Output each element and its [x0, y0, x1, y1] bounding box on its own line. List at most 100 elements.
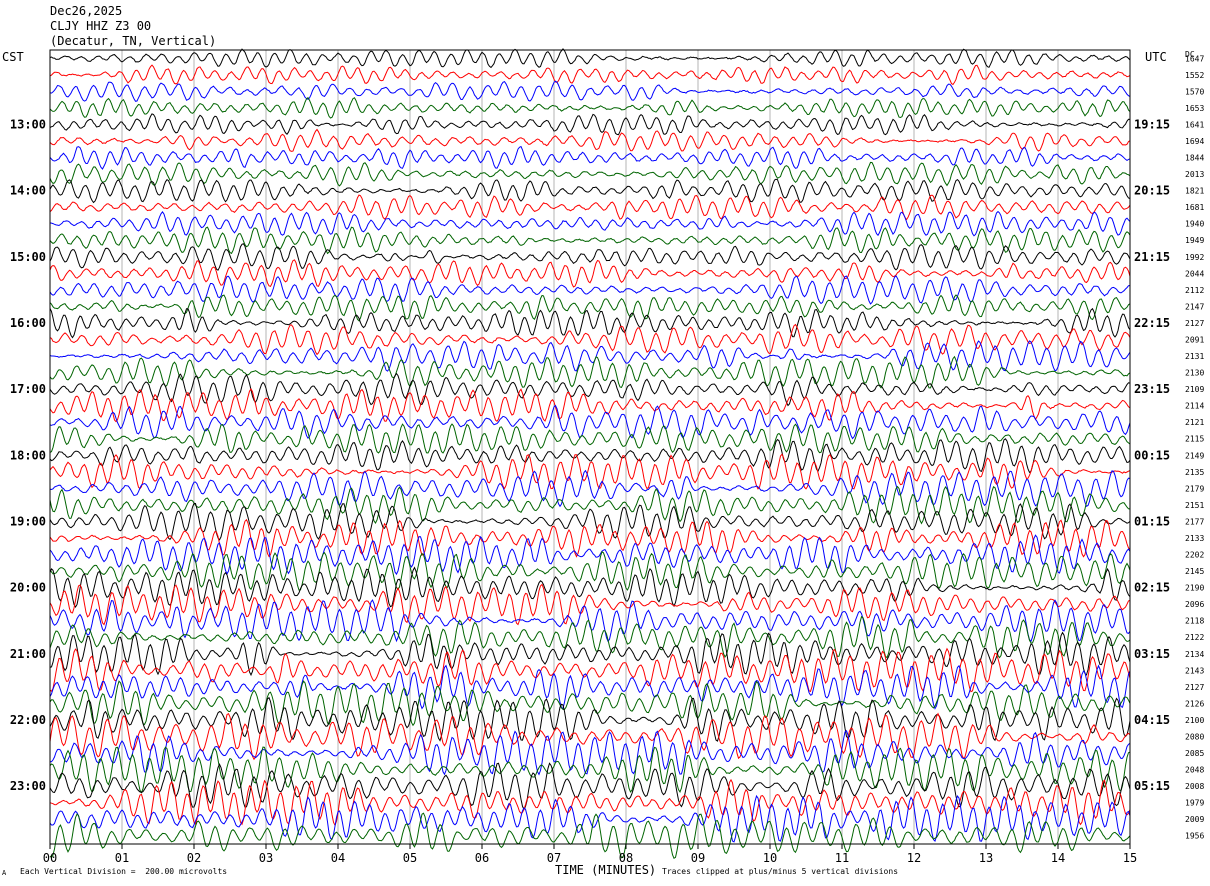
trace-row-45	[49, 778, 1131, 827]
dc-offset-label: 1821	[1185, 187, 1204, 196]
dc-offset-label: 1641	[1185, 120, 1204, 129]
x-tick-label: 00	[43, 851, 57, 865]
trace-row-7	[49, 161, 1131, 187]
cst-hour-label: 13:00	[10, 117, 46, 131]
header-date: Dec26,2025	[50, 4, 123, 18]
plot-frame	[49, 49, 1131, 845]
dc-offset-label: 2085	[1185, 749, 1204, 758]
trace-row-37	[49, 647, 1131, 693]
cst-hour-label: 19:00	[10, 514, 46, 528]
dc-offset-label: 1653	[1185, 104, 1204, 113]
trace-row-27	[49, 485, 1131, 525]
x-tick-label: 04	[331, 851, 345, 865]
trace-row-17	[49, 323, 1131, 356]
trace-row-41	[49, 712, 1131, 761]
cst-hour-label: 21:00	[10, 647, 46, 661]
dc-offset-label: 2127	[1185, 683, 1204, 692]
x-tick-label: 08	[619, 851, 633, 865]
trace-row-40	[49, 696, 1131, 742]
trace-row-19	[49, 355, 1131, 389]
utc-hour-label: 01:15	[1134, 514, 1170, 528]
trace-row-21	[49, 388, 1131, 423]
x-tick-label: 13	[979, 851, 993, 865]
trace-row-23	[49, 423, 1131, 454]
seismic-traces	[49, 48, 1131, 860]
x-tick-label: 03	[259, 851, 273, 865]
trace-row-5	[49, 128, 1131, 152]
x-tick-label: 05	[403, 851, 417, 865]
dc-offset-label: 1681	[1185, 203, 1204, 212]
trace-row-39	[49, 680, 1131, 727]
trace-row-44	[49, 762, 1131, 811]
dc-offset-label: 2048	[1185, 766, 1204, 775]
dc-offset-label: 1647	[1185, 54, 1204, 63]
x-tick-label: 10	[763, 851, 777, 865]
dc-offset-label: 2147	[1185, 302, 1204, 311]
header-station: CLJY HHZ Z3 00	[50, 19, 152, 33]
dc-offset-label: 1949	[1185, 236, 1204, 245]
trace-row-32	[49, 566, 1131, 608]
trace-row-28	[49, 502, 1131, 541]
dc-offset-label: 2118	[1185, 617, 1204, 626]
trace-row-2	[49, 80, 1131, 102]
trace-row-26	[49, 469, 1131, 508]
cst-label: CST	[2, 50, 24, 64]
dc-offset-label: 1570	[1185, 87, 1204, 96]
x-tick-label: 12	[907, 851, 921, 865]
cst-hour-label: 14:00	[10, 184, 46, 198]
trace-row-36	[49, 631, 1131, 677]
trace-row-9	[49, 194, 1131, 221]
cst-hour-label: 20:00	[10, 581, 46, 595]
dc-offset-label: 1694	[1185, 137, 1204, 146]
trace-row-11	[49, 226, 1131, 255]
cst-hour-label: 18:00	[10, 448, 46, 462]
dc-offset-label: 2135	[1185, 468, 1204, 477]
trace-row-42	[50, 730, 1131, 776]
utc-hour-label: 19:15	[1134, 117, 1170, 131]
trace-row-8	[49, 178, 1131, 204]
trace-row-12	[49, 243, 1131, 271]
dc-offset-label: 2131	[1185, 352, 1204, 361]
utc-hour-label: 03:15	[1134, 647, 1170, 661]
dc-offset-label: 2127	[1185, 319, 1204, 328]
utc-hour-label: 00:15	[1134, 448, 1170, 462]
dc-label: DC	[1185, 50, 1195, 59]
trace-row-47	[49, 812, 1131, 860]
x-tick-label: 14	[1051, 851, 1065, 865]
dc-offset-label: 2190	[1185, 584, 1204, 593]
clip-note: Traces clipped at plus/minus 5 vertical …	[662, 867, 899, 876]
trace-row-20	[49, 372, 1131, 407]
dc-offset-label: 2096	[1185, 600, 1204, 609]
x-tick-label: 09	[691, 851, 705, 865]
trace-row-6	[49, 145, 1131, 170]
trace-row-14	[49, 275, 1131, 305]
cst-hour-label: 15:00	[10, 250, 46, 264]
dc-offset-label: 2112	[1185, 286, 1204, 295]
x-tick-label: 15	[1123, 851, 1137, 865]
utc-hour-label: 21:15	[1134, 250, 1170, 264]
dc-offset-label: 2145	[1185, 567, 1204, 576]
trace-row-46	[49, 794, 1131, 843]
trace-row-22	[49, 404, 1131, 440]
utc-hour-label: 23:15	[1134, 382, 1170, 396]
trace-row-10	[49, 210, 1131, 237]
trace-row-15	[49, 294, 1131, 322]
dc-offset-label: 1552	[1185, 71, 1204, 80]
dc-offset-label: 2115	[1185, 435, 1204, 444]
dc-offset-label: 2044	[1185, 269, 1204, 278]
dc-offset-label: 1940	[1185, 220, 1204, 229]
utc-hour-label: 22:15	[1134, 316, 1170, 330]
trace-row-24	[49, 438, 1131, 474]
dc-offset-label: 1844	[1185, 154, 1204, 163]
x-tick-label: 02	[187, 851, 201, 865]
trace-row-18	[49, 340, 1131, 372]
dc-offset-label: 2126	[1185, 699, 1204, 708]
trace-row-13	[49, 259, 1131, 288]
dc-offset-label: 2114	[1185, 402, 1204, 411]
dc-offset-label: 2100	[1185, 716, 1204, 725]
x-axis-title: TIME (MINUTES)	[555, 863, 657, 877]
cst-hour-label: 22:00	[10, 713, 46, 727]
dc-offset-label: 1992	[1185, 253, 1204, 262]
dc-offset-label: 1979	[1185, 799, 1204, 808]
